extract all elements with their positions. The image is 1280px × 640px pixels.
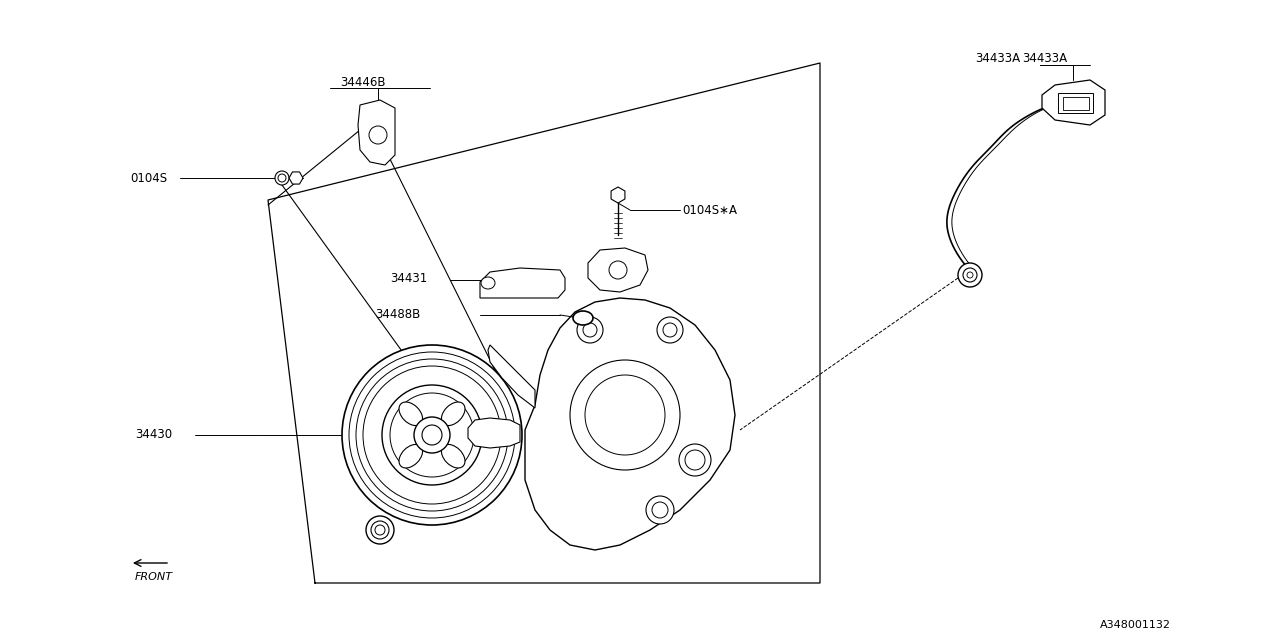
Circle shape — [966, 272, 973, 278]
Polygon shape — [480, 268, 564, 298]
Circle shape — [652, 502, 668, 518]
Ellipse shape — [573, 311, 593, 325]
Ellipse shape — [399, 402, 422, 426]
Circle shape — [371, 521, 389, 539]
Polygon shape — [358, 100, 396, 165]
Circle shape — [609, 261, 627, 279]
Circle shape — [356, 359, 508, 511]
Text: A348001132: A348001132 — [1100, 620, 1171, 630]
Text: 34433A: 34433A — [975, 51, 1020, 65]
Circle shape — [275, 171, 289, 185]
Circle shape — [413, 417, 451, 453]
Circle shape — [577, 317, 603, 343]
Text: 0104S∗A: 0104S∗A — [682, 204, 737, 216]
Circle shape — [375, 525, 385, 535]
Text: 34488B: 34488B — [375, 308, 420, 321]
Text: 34433A: 34433A — [1021, 51, 1068, 65]
Ellipse shape — [442, 402, 465, 426]
Circle shape — [349, 352, 515, 518]
Circle shape — [381, 385, 483, 485]
Polygon shape — [468, 418, 520, 448]
Ellipse shape — [442, 444, 465, 468]
Circle shape — [957, 263, 982, 287]
Circle shape — [663, 323, 677, 337]
Circle shape — [366, 516, 394, 544]
Circle shape — [646, 496, 675, 524]
Circle shape — [422, 425, 442, 445]
FancyBboxPatch shape — [1062, 97, 1089, 110]
Polygon shape — [1042, 80, 1105, 125]
Polygon shape — [525, 298, 735, 550]
Polygon shape — [289, 172, 303, 184]
Circle shape — [657, 317, 684, 343]
Circle shape — [963, 268, 977, 282]
Circle shape — [278, 174, 285, 182]
Circle shape — [390, 393, 474, 477]
Ellipse shape — [481, 277, 495, 289]
Polygon shape — [488, 345, 535, 408]
Ellipse shape — [399, 444, 422, 468]
Text: 34430: 34430 — [134, 429, 172, 442]
Polygon shape — [588, 248, 648, 292]
Text: 0104S: 0104S — [131, 172, 168, 184]
Text: FRONT: FRONT — [134, 572, 173, 582]
Circle shape — [685, 450, 705, 470]
Text: 34431: 34431 — [390, 271, 428, 285]
Circle shape — [364, 366, 500, 504]
Circle shape — [585, 375, 666, 455]
Polygon shape — [611, 187, 625, 203]
Circle shape — [342, 345, 522, 525]
Circle shape — [369, 126, 387, 144]
Circle shape — [582, 323, 596, 337]
Circle shape — [678, 444, 710, 476]
Text: 34446B: 34446B — [340, 76, 385, 88]
FancyBboxPatch shape — [1059, 93, 1093, 113]
Circle shape — [570, 360, 680, 470]
